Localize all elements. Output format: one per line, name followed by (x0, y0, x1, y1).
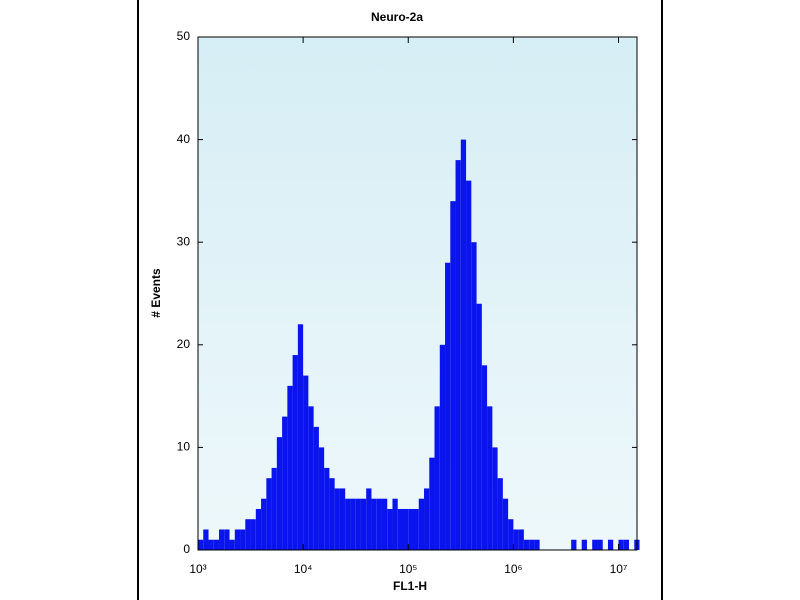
histogram-bar (234, 529, 241, 550)
histogram-bar (339, 488, 346, 550)
histogram-bar (487, 406, 493, 550)
x-tick-label: 10³ (189, 562, 206, 576)
histogram-bar (213, 539, 220, 550)
histogram-bar (229, 539, 235, 550)
histogram-bar (345, 498, 351, 550)
histogram-bar (313, 426, 319, 550)
histogram-bar (434, 406, 440, 550)
x-tick-label: 10⁵ (399, 562, 417, 576)
y-axis-label: # Events (149, 268, 163, 318)
histogram-bar (292, 355, 298, 550)
histogram-bar (513, 529, 519, 550)
histogram-bar (198, 539, 204, 550)
histogram-bar (450, 201, 456, 550)
histogram-bar (497, 478, 503, 550)
x-tick-label: 10⁶ (504, 562, 522, 576)
histogram-bar (534, 539, 540, 550)
histogram-bar (376, 498, 382, 550)
histogram-bar (371, 498, 377, 550)
histogram-bar (397, 508, 403, 550)
histogram-bar (276, 437, 283, 550)
plot-border (197, 36, 638, 551)
histogram-bar (308, 406, 314, 550)
histogram-bar (282, 416, 288, 550)
histogram-bar (571, 539, 577, 550)
histogram-bar (597, 539, 603, 550)
histogram-bar (492, 447, 498, 550)
histogram-bar (392, 498, 398, 550)
histogram-bar (481, 365, 488, 550)
histogram-bar (350, 498, 356, 550)
histogram-bar (455, 160, 461, 550)
histogram-bar (255, 508, 262, 550)
histogram-bar (297, 324, 304, 550)
histogram-bar (334, 488, 340, 550)
y-tick-label: 30 (177, 234, 191, 248)
histogram-bar (381, 498, 388, 550)
x-tick-label: 10⁷ (610, 562, 628, 576)
histogram-bar (303, 375, 309, 550)
histogram-bar (466, 180, 472, 550)
histogram-bar (203, 529, 209, 550)
histogram-bar (518, 529, 524, 550)
histogram-bar (318, 447, 325, 550)
histogram-bar (266, 478, 272, 550)
histogram-bar (476, 303, 482, 550)
histogram-bar (429, 457, 435, 550)
histogram-bar (581, 539, 587, 550)
histogram-bar (508, 519, 514, 550)
histogram-bar (329, 478, 335, 550)
histogram-bar (439, 344, 446, 550)
histogram-bar (355, 498, 361, 550)
histogram-bar (245, 519, 251, 550)
histogram-bar (592, 539, 598, 550)
histogram-bar (366, 488, 372, 550)
histogram-bar (618, 539, 624, 550)
histogram-bar (424, 488, 430, 550)
histogram-bar (387, 508, 393, 550)
histogram-bar (224, 529, 230, 550)
histogram-bar (502, 498, 509, 550)
histogram-bar (219, 529, 225, 550)
histogram-bar (460, 139, 467, 550)
histogram-bar (402, 508, 409, 550)
histogram-bar (471, 242, 477, 550)
chart-title: Neuro-2a (371, 10, 423, 24)
y-tick-label: 10 (177, 440, 191, 454)
histogram-bar (208, 539, 214, 550)
histogram-bar (324, 467, 330, 550)
y-tick-label: 50 (177, 29, 191, 43)
histogram-bar (360, 498, 367, 550)
histogram-bar (287, 385, 293, 550)
histogram-bar (261, 498, 267, 550)
histogram-bar (445, 262, 451, 550)
histogram-bar (623, 539, 630, 550)
y-tick-label: 20 (177, 337, 191, 351)
histogram-bar (413, 508, 419, 550)
y-tick-label: 40 (177, 132, 191, 146)
histogram-bar (271, 467, 277, 550)
histogram-bar (529, 539, 535, 550)
plot-area (198, 37, 637, 550)
x-axis-label: FL1-H (393, 579, 427, 593)
histogram-bar (523, 539, 530, 550)
histogram-bar (240, 529, 246, 550)
histogram-bar (607, 539, 614, 550)
histogram-bar (408, 508, 414, 550)
y-tick-label: 0 (183, 542, 190, 556)
histogram-bar (418, 498, 425, 550)
histogram-bar (250, 519, 256, 550)
x-tick-label: 10⁴ (294, 562, 313, 576)
